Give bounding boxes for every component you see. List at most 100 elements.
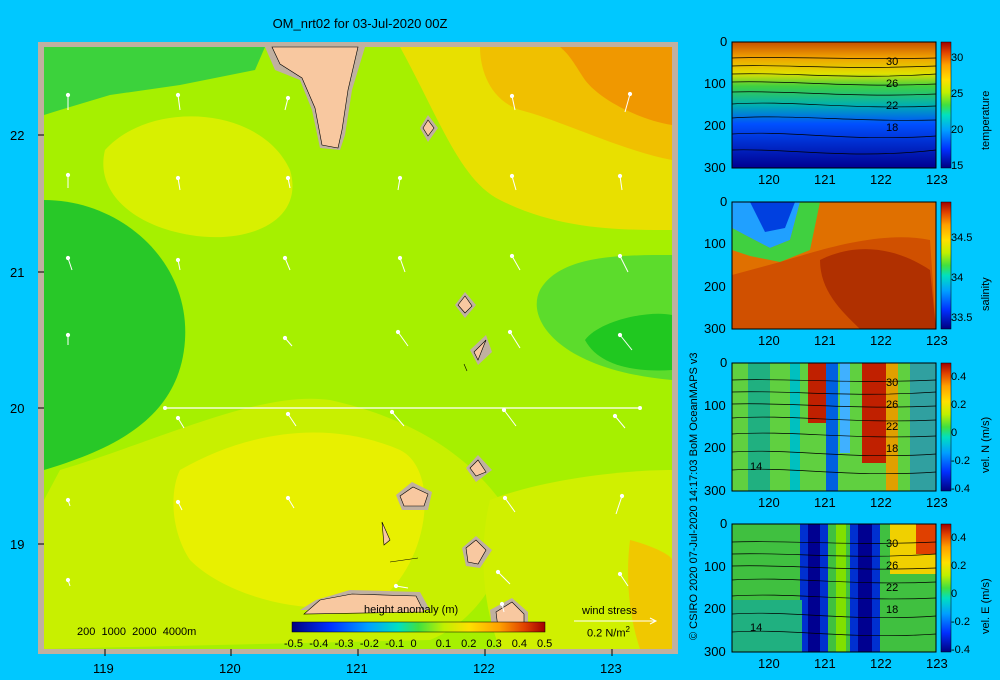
contour-label: 26 — [886, 560, 899, 572]
colorbar-tick: -0.2 — [359, 638, 379, 650]
colorbar-tick: -0.4 — [309, 638, 329, 650]
section-lon-tick: 122 — [870, 172, 892, 187]
panel-label: vel. E (m/s) — [980, 578, 992, 634]
lat-tick: 21 — [10, 265, 25, 280]
lat-tick: 22 — [10, 128, 25, 143]
panel-label: salinity — [980, 277, 992, 311]
colorbar-tick: 25 — [951, 88, 964, 100]
colorbar-tick: 0.2 — [951, 560, 967, 572]
lon-tick: 120 — [219, 661, 241, 676]
lat-tick: 20 — [10, 401, 25, 416]
land-taiwan — [271, 46, 359, 149]
high-anomaly-region — [628, 540, 672, 649]
section-lon-tick: 120 — [758, 656, 780, 671]
colorbar-tick: 30 — [951, 52, 964, 64]
high-anomaly-region — [560, 47, 672, 125]
lon-tick: 122 — [473, 661, 495, 676]
land-islands — [303, 119, 525, 629]
section-lon-tick: 120 — [758, 333, 780, 348]
lon-tick: 121 — [346, 661, 368, 676]
lon-tick: 119 — [93, 661, 114, 676]
depth-tick: 300 — [704, 321, 726, 336]
colorbar-tick: 34 — [951, 272, 964, 284]
depth-legend: 200 1000 2000 4000m — [77, 626, 196, 638]
colorbar-ticks: -0.5 -0.4 -0.3 -0.2 -0.1 0 0.1 0.2 0.3 0.4 0.5 — [280, 638, 560, 652]
depth-tick: 0 — [720, 516, 728, 531]
colorbar-tick: 20 — [951, 124, 964, 136]
lat-tick: 19 — [10, 537, 25, 552]
panel-label: temperature — [980, 90, 992, 150]
colorbar-tick: -0.2 — [951, 455, 970, 467]
depth-tick: 200 — [704, 278, 726, 294]
contour-label: 14 — [750, 622, 763, 634]
colorbar-tick: 0.3 — [486, 638, 502, 650]
wind-stress-scale: 0.2 N/m2 — [587, 625, 630, 640]
colorbar-tick: 0.5 — [537, 638, 553, 650]
section-lon-tick: 123 — [926, 172, 948, 187]
colorbar-tick: 0 — [951, 588, 958, 600]
contour-label: 22 — [886, 421, 899, 433]
colorbar-tick: 0.4 — [951, 532, 967, 544]
wind-stress-label: wind stress — [582, 605, 638, 617]
colorbar-tick: 34.5 — [951, 232, 973, 244]
colorbar-tick: 0 — [410, 638, 417, 650]
depth-tick: 100 — [704, 397, 726, 413]
contour-label: 14 — [750, 461, 763, 473]
section-lon-tick: 121 — [814, 495, 836, 510]
contour-label: 30 — [886, 377, 899, 389]
section-lon-tick: 122 — [870, 333, 892, 348]
depth-tick: 0 — [720, 355, 728, 370]
temperature-panel — [731, 41, 952, 169]
section-lon-tick: 122 — [870, 495, 892, 510]
depth-tick: 100 — [704, 76, 726, 91]
map-title: OM_nrt02 for 03-Jul-2020 00Z — [272, 16, 448, 31]
lon-tick: 123 — [600, 661, 622, 676]
depth-tick: 300 — [704, 160, 726, 175]
low-anomaly-region — [585, 313, 672, 371]
high-anomaly-region — [483, 470, 672, 649]
section-lon-tick: 120 — [758, 495, 780, 510]
contour-label: 18 — [886, 604, 899, 616]
colorbar-tick: 15 — [951, 160, 964, 172]
depth-tick: 200 — [704, 440, 726, 456]
section-lon-tick: 120 — [758, 172, 780, 187]
colorbar-tick: 33.5 — [951, 312, 973, 324]
depth-tick: 200 — [704, 601, 726, 617]
low-anomaly-region — [44, 200, 186, 470]
colorbar-tick: 0.2 — [461, 638, 477, 650]
depth-tick: 100 — [704, 236, 726, 252]
contour-label: 26 — [886, 399, 899, 411]
contour-label: 18 — [886, 122, 899, 134]
section-lon-tick: 123 — [926, 656, 948, 671]
vel-n-panel — [731, 362, 952, 492]
depth-tick: 300 — [704, 644, 726, 659]
colorbar-tick: 0.2 — [951, 399, 967, 411]
height-colorbar — [291, 621, 546, 633]
depth-legend-item: 200 — [77, 626, 96, 638]
depth-tick: 300 — [704, 483, 726, 498]
colorbar-tick: 0.4 — [951, 371, 967, 383]
depth-tick: 100 — [704, 558, 726, 574]
colorbar-tick: -0.4 — [951, 483, 970, 495]
section-lon-tick: 122 — [870, 656, 892, 671]
contour-label: 22 — [886, 100, 899, 112]
colorbar-tick: -0.3 — [334, 638, 354, 650]
colorbar-tick: -0.5 — [284, 638, 303, 650]
depth-legend-item: 4000m — [162, 626, 197, 638]
section-lon-tick: 123 — [926, 495, 948, 510]
contour-label: 26 — [886, 78, 899, 90]
colorbar-label: height anomaly (m) — [364, 604, 459, 616]
colorbar-tick: 0.1 — [435, 638, 452, 650]
high-anomaly-region — [173, 432, 425, 608]
contour-label: 30 — [886, 56, 899, 68]
colorbar-tick: -0.2 — [951, 616, 970, 628]
contour-label: 22 — [886, 582, 899, 594]
vel-e-panel — [731, 523, 952, 653]
colorbar-tick: -0.4 — [951, 644, 970, 656]
colorbar-tick: -0.1 — [385, 638, 405, 650]
section-lon-tick: 121 — [814, 333, 836, 348]
salinity-panel — [731, 201, 952, 330]
depth-tick: 200 — [704, 118, 726, 133]
